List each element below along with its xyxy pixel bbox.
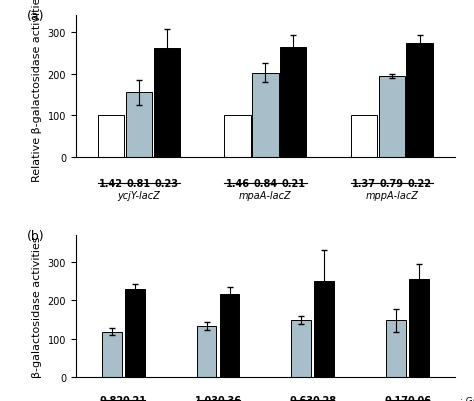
Bar [351, 116, 377, 158]
Bar [154, 49, 180, 158]
Text: 0.28: 0.28 [312, 395, 337, 401]
Y-axis label: β-galactosidase activities: β-galactosidase activities [32, 235, 42, 377]
Bar [126, 93, 152, 158]
Y-axis label: Relative β-galactosidase activities: Relative β-galactosidase activities [32, 0, 42, 182]
Text: 0.81: 0.81 [127, 178, 151, 188]
Bar [98, 116, 125, 158]
Text: : Growth rate (hr⁻¹): : Growth rate (hr⁻¹) [460, 397, 474, 401]
Bar [386, 320, 406, 377]
Text: (b): (b) [27, 230, 44, 243]
Bar [125, 289, 145, 377]
Bar [314, 282, 334, 377]
Text: 0.17: 0.17 [384, 395, 408, 401]
Text: 1.37: 1.37 [352, 178, 376, 188]
Bar [406, 45, 433, 158]
Text: 1.42: 1.42 [99, 178, 123, 188]
Text: 0.21: 0.21 [123, 395, 147, 401]
Text: mppA-lacZ: mppA-lacZ [365, 190, 418, 200]
Text: 0.21: 0.21 [281, 178, 305, 188]
Text: 1.46: 1.46 [226, 178, 250, 188]
Text: 0.36: 0.36 [218, 395, 242, 401]
Bar [292, 320, 311, 377]
Text: 0.82: 0.82 [100, 395, 124, 401]
Text: (a): (a) [27, 10, 44, 23]
Bar [379, 77, 405, 158]
Text: 0.79: 0.79 [380, 178, 404, 188]
Bar [280, 48, 307, 158]
Bar [102, 332, 122, 377]
Bar [409, 280, 429, 377]
Bar [252, 73, 279, 158]
Text: 0.84: 0.84 [254, 178, 277, 188]
Bar [197, 326, 217, 377]
Text: ycjY-lacZ: ycjY-lacZ [118, 190, 160, 200]
Text: 0.63: 0.63 [289, 395, 313, 401]
Text: mpaA-lacZ: mpaA-lacZ [239, 190, 292, 200]
Bar [224, 116, 251, 158]
Text: 0.23: 0.23 [155, 178, 179, 188]
Text: 1.03: 1.03 [194, 395, 219, 401]
Text: 0.22: 0.22 [408, 178, 432, 188]
Bar [219, 295, 239, 377]
Text: 0.06: 0.06 [407, 395, 431, 401]
